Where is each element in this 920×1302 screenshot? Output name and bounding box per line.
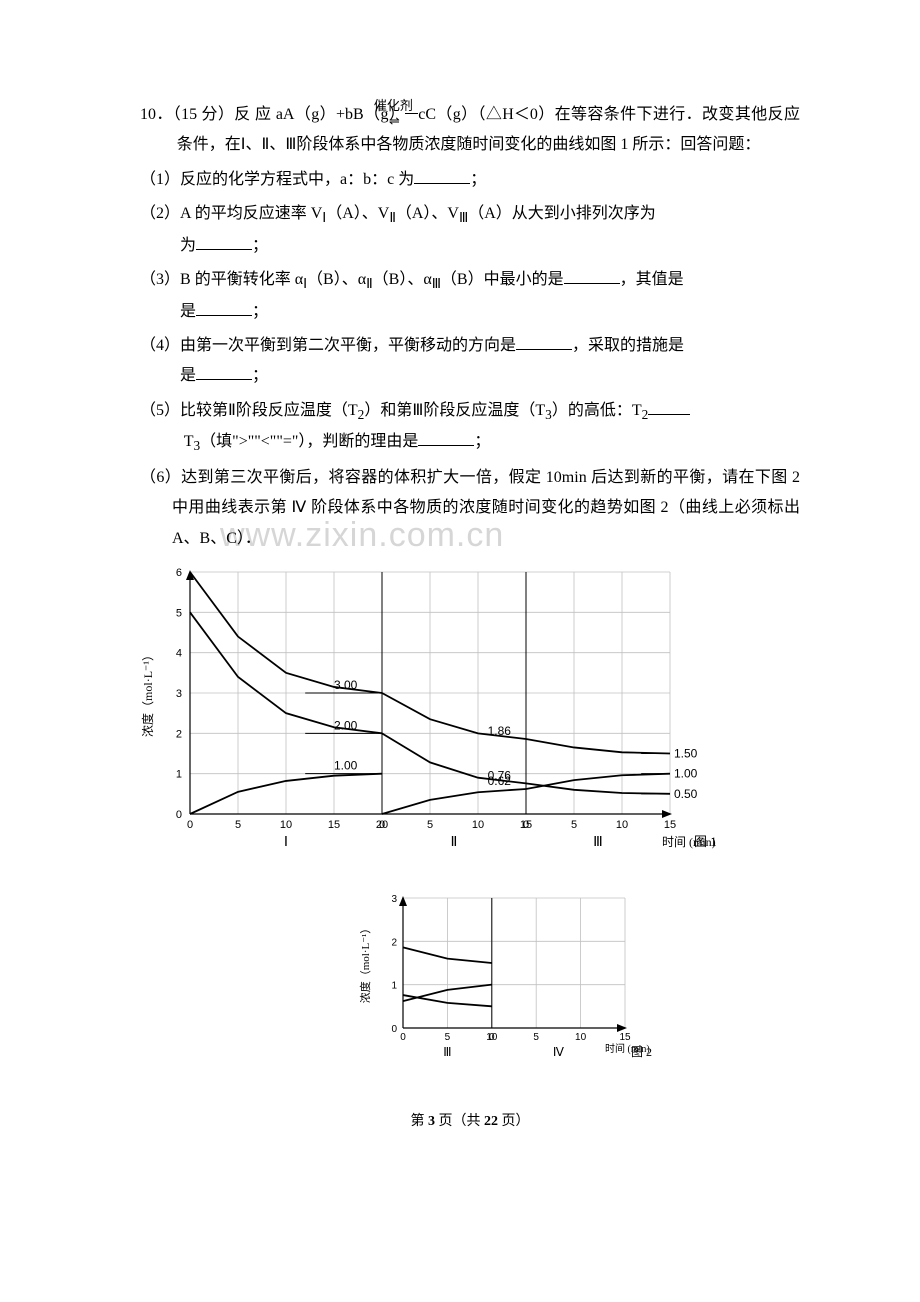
svg-text:10: 10 — [280, 819, 292, 831]
part-6: （6）达到第三次平衡后，将容器的体积扩大一倍，假定 10min 后达到新的平衡，… — [140, 463, 800, 554]
svg-text:1.00: 1.00 — [674, 767, 698, 781]
chart-2: 01230510051015ⅢⅣ时间 (min)浓度（mol·L⁻¹）图 2 — [140, 890, 800, 1081]
svg-text:浓度（mol·L⁻¹）: 浓度（mol·L⁻¹） — [140, 649, 155, 737]
svg-text:浓度（mol·L⁻¹）: 浓度（mol·L⁻¹） — [358, 923, 372, 1004]
svg-text:15: 15 — [328, 819, 340, 831]
blank-4a — [516, 332, 572, 350]
svg-text:15: 15 — [619, 1032, 631, 1043]
svg-text:图 1: 图 1 — [694, 834, 717, 849]
svg-text:Ⅱ: Ⅱ — [451, 835, 458, 850]
page-footer: 第 3 页（共 22 页） — [140, 1109, 800, 1136]
part-3: （3）B 的平衡转化率 αⅠ（B）、αⅡ（B）、αⅢ（B）中最小的是，其值是 是… — [140, 265, 800, 327]
svg-text:5: 5 — [445, 1032, 451, 1043]
svg-text:0: 0 — [523, 819, 529, 831]
svg-text:15: 15 — [664, 819, 676, 831]
svg-text:Ⅲ: Ⅲ — [593, 835, 603, 850]
svg-text:5: 5 — [235, 819, 241, 831]
svg-text:Ⅳ: Ⅳ — [553, 1045, 564, 1059]
chart-1: 012345605101520051015051015ⅠⅡⅢ时间 (min)浓度… — [140, 562, 800, 862]
part-4: （4）由第一次平衡到第二次平衡，平衡移动的方向是，采取的措施是 是； — [140, 331, 800, 392]
svg-text:1.86: 1.86 — [488, 724, 512, 738]
svg-text:0: 0 — [176, 809, 182, 821]
blank-5a — [648, 397, 690, 415]
blank-4b — [196, 363, 252, 381]
svg-text:3.00: 3.00 — [334, 678, 358, 692]
svg-text:1: 1 — [391, 981, 397, 992]
svg-text:1.50: 1.50 — [674, 746, 698, 760]
svg-text:1.00: 1.00 — [334, 759, 358, 773]
svg-text:5: 5 — [533, 1032, 539, 1043]
blank-5b — [418, 429, 474, 447]
svg-text:1: 1 — [176, 769, 182, 781]
svg-text:3: 3 — [391, 894, 397, 905]
svg-text:0: 0 — [187, 819, 193, 831]
chart-2-svg: 01230510051015ⅢⅣ时间 (min)浓度（mol·L⁻¹）图 2 — [355, 890, 675, 1070]
catalyst-symbol: 催化剂⇌ — [405, 99, 418, 129]
svg-text:0: 0 — [391, 1024, 397, 1035]
svg-text:Ⅲ: Ⅲ — [443, 1045, 451, 1059]
svg-text:4: 4 — [176, 648, 182, 660]
svg-text:10: 10 — [472, 819, 484, 831]
svg-text:2.00: 2.00 — [334, 718, 358, 732]
part-2: （2）A 的平均反应速率 VⅠ（A）、VⅡ（A）、VⅢ（A）从大到小排列次序为 … — [140, 199, 800, 261]
blank-3a — [564, 266, 620, 284]
part-1: （1）反应的化学方程式中，a：b：c 为； — [140, 165, 800, 195]
svg-text:2: 2 — [391, 937, 397, 948]
svg-text:0: 0 — [379, 819, 385, 831]
svg-text:6: 6 — [176, 567, 182, 579]
svg-text:10: 10 — [575, 1032, 587, 1043]
blank-2 — [196, 232, 252, 250]
svg-text:5: 5 — [427, 819, 433, 831]
svg-text:0.62: 0.62 — [488, 774, 512, 788]
svg-text:5: 5 — [571, 819, 577, 831]
svg-text:10: 10 — [616, 819, 628, 831]
svg-text:Ⅰ: Ⅰ — [284, 835, 288, 850]
part-5: （5）比较第Ⅱ阶段反应温度（T2）和第Ⅲ阶段反应温度（T3）的高低：T2 T3（… — [140, 396, 800, 459]
svg-text:2: 2 — [176, 728, 182, 740]
svg-text:图 2: 图 2 — [631, 1045, 652, 1059]
chart-1-svg: 012345605101520051015051015ⅠⅡⅢ时间 (min)浓度… — [140, 562, 730, 862]
svg-text:5: 5 — [176, 607, 182, 619]
question-stem: 10．（15 分）反 应 aA（g）+bB（g）催化剂⇌cC（g）（△H＜0）在… — [140, 100, 800, 161]
blank-1 — [414, 166, 470, 184]
svg-text:3: 3 — [176, 688, 182, 700]
svg-text:0: 0 — [489, 1032, 495, 1043]
q-number: 10． — [140, 106, 173, 123]
blank-3b — [196, 298, 252, 316]
q-points: （15 分） — [173, 106, 235, 123]
svg-text:0.50: 0.50 — [674, 787, 698, 801]
svg-text:0: 0 — [400, 1032, 406, 1043]
